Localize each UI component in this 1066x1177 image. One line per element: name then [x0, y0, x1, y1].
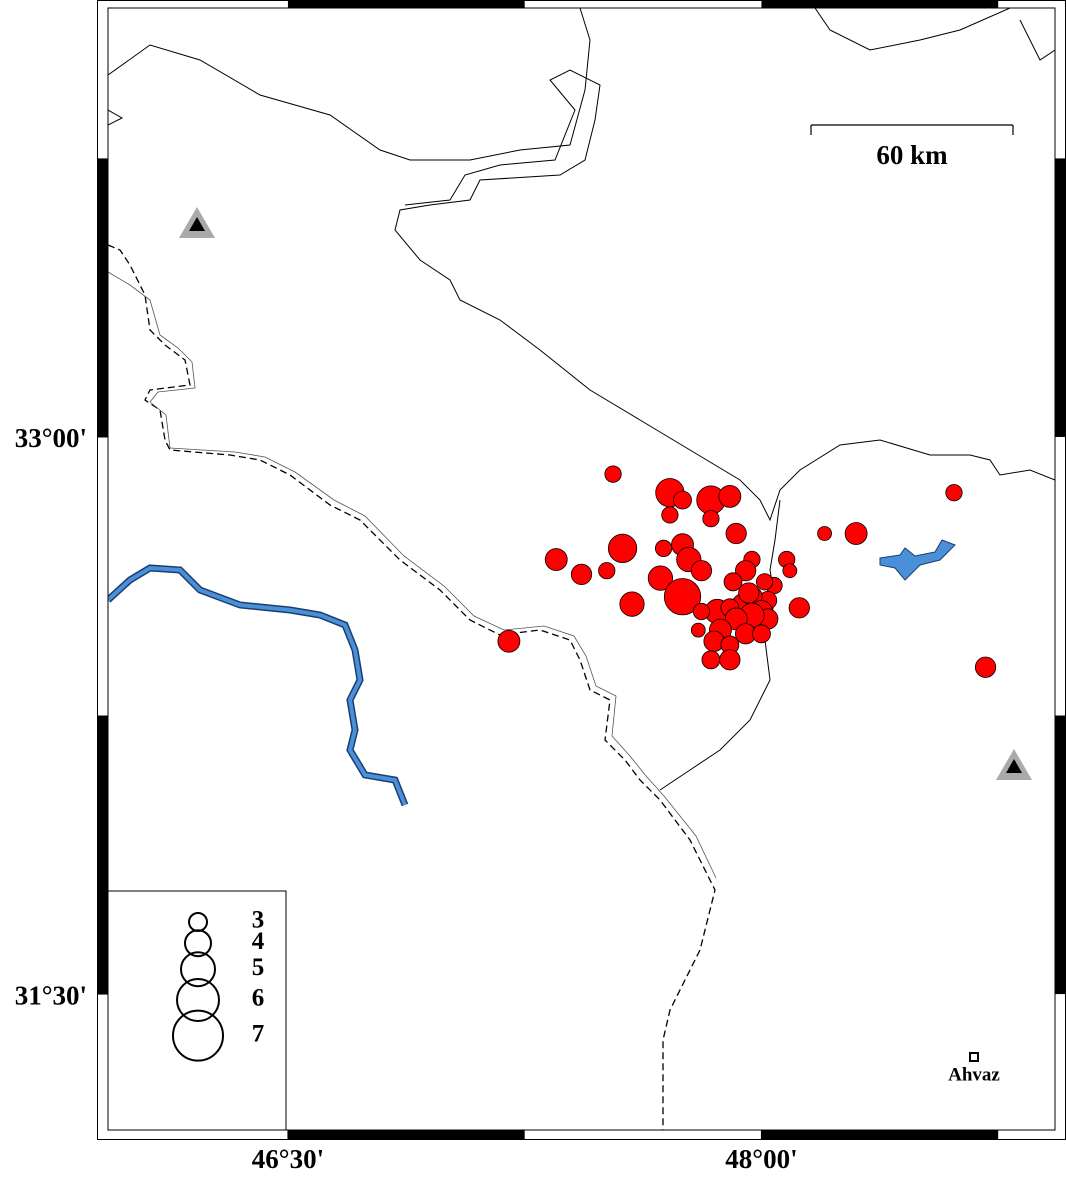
earthquake — [719, 649, 741, 671]
legend-symbol — [180, 951, 216, 988]
earthquake — [723, 572, 743, 592]
earthquake — [788, 597, 810, 619]
earthquake — [654, 539, 673, 557]
station — [1006, 759, 1022, 773]
earthquake — [690, 560, 713, 582]
legend-symbol — [176, 978, 220, 1022]
earthquake — [738, 582, 760, 604]
earthquake — [702, 510, 720, 528]
y-tick-label: 33°00' — [15, 423, 87, 453]
legend-symbol — [172, 1009, 224, 1062]
earthquake — [701, 650, 721, 670]
boundary — [108, 8, 1055, 126]
boundary — [394, 69, 1055, 522]
earthquake — [718, 484, 742, 508]
legend-label: 3 — [252, 907, 265, 934]
frame-bar — [1055, 158, 1066, 437]
events — [497, 465, 997, 678]
station — [189, 217, 205, 231]
legend-label: 5 — [252, 954, 265, 981]
earthquake — [690, 622, 706, 638]
river-line — [108, 271, 717, 879]
legend-label: 7 — [252, 1020, 265, 1047]
earthquake — [817, 526, 832, 541]
geography: 60 km Ahvaz — [108, 8, 1055, 1130]
earthquake — [647, 565, 674, 591]
earthquake — [570, 563, 593, 585]
earthquake — [673, 490, 692, 510]
y-tick-label: 31°30' — [15, 980, 87, 1010]
earthquake — [663, 578, 702, 616]
legend-label: 6 — [252, 985, 265, 1012]
frame-bar — [1055, 715, 1066, 995]
scale-label: 60 km — [876, 140, 948, 170]
earthquake — [607, 533, 638, 563]
earthquake — [755, 573, 774, 591]
earthquake — [844, 522, 868, 545]
boundary — [659, 499, 781, 791]
earthquake — [661, 506, 679, 524]
frame-bar — [287, 0, 525, 8]
lake — [879, 539, 956, 581]
frame-bar — [761, 1130, 999, 1140]
frame-bar — [97, 158, 108, 437]
earthquake — [604, 465, 622, 483]
earthquake — [752, 624, 771, 644]
boundary — [108, 8, 591, 161]
earthquake — [735, 560, 757, 582]
city-label: Ahvaz — [948, 1064, 1000, 1085]
earthquake — [544, 548, 568, 571]
legend: 345 6 7 — [172, 907, 265, 1062]
frame-bar — [97, 715, 108, 995]
earthquake — [598, 562, 616, 580]
frame-bar — [287, 1130, 525, 1140]
earthquake — [497, 629, 521, 653]
frame-inner — [107, 7, 1056, 1131]
earthquake — [692, 602, 711, 621]
frame — [97, 0, 1066, 1140]
x-tick-label: 48°00' — [725, 1144, 797, 1174]
legend-symbol — [184, 929, 212, 958]
legend-label: 4 — [252, 928, 265, 955]
earthquake — [619, 591, 645, 617]
earthquake — [974, 656, 997, 678]
earthquake — [725, 522, 747, 545]
frame-bar — [761, 0, 999, 8]
earthquake — [782, 563, 798, 579]
river — [108, 565, 407, 806]
international-border — [108, 244, 716, 1130]
city-marker — [969, 1052, 979, 1062]
earthquake — [945, 484, 963, 502]
x-tick-label: 46°30' — [252, 1144, 324, 1174]
